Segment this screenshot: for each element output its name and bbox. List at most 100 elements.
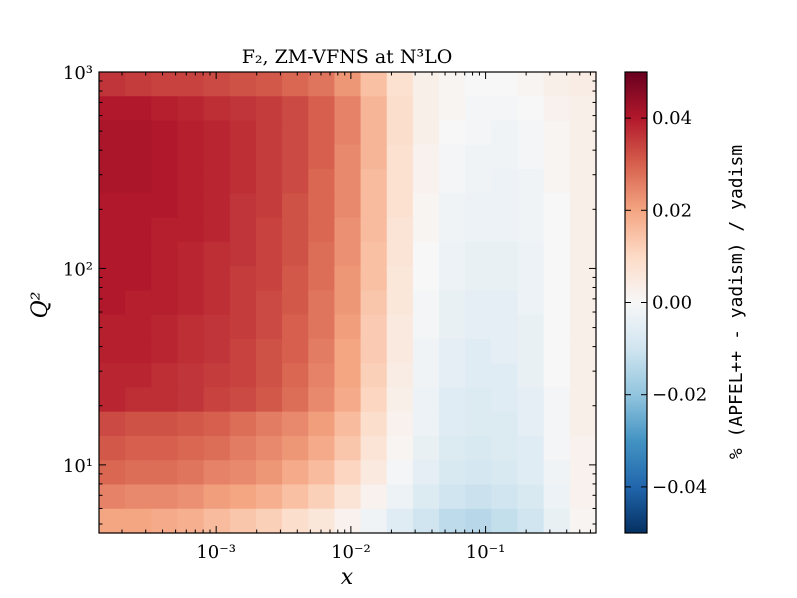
heatmap-cell — [177, 338, 205, 364]
heatmap-cell — [203, 72, 231, 97]
heatmap-cell — [308, 435, 336, 461]
heatmap-cell — [229, 460, 257, 486]
heatmap-cell — [282, 144, 309, 170]
heatmap-cell — [569, 120, 597, 146]
heatmap-cell — [125, 387, 152, 413]
heatmap-cell — [151, 144, 179, 170]
heatmap-cell — [412, 266, 440, 291]
heatmap-cell — [412, 435, 440, 461]
heatmap-cell — [569, 387, 597, 413]
heatmap-cell — [255, 411, 283, 437]
heatmap-cell — [334, 217, 362, 243]
heatmap-cell — [229, 217, 257, 243]
heatmap-cell — [282, 169, 309, 194]
heatmap-cell — [282, 266, 309, 291]
heatmap-cell — [386, 387, 414, 413]
heatmap-cell — [334, 241, 362, 267]
heatmap-cell — [229, 484, 257, 510]
heatmap-cell — [517, 290, 545, 316]
heatmap-cell — [229, 508, 257, 534]
heatmap-cell — [543, 363, 571, 389]
heatmap-cell — [255, 96, 283, 122]
heatmap-cell — [255, 314, 283, 340]
heatmap-cell — [334, 169, 362, 194]
heatmap-cell — [125, 435, 152, 461]
heatmap-cell — [465, 484, 492, 510]
heatmap-cell — [491, 96, 519, 122]
heatmap-cell — [334, 290, 362, 316]
heatmap-cell — [282, 411, 309, 437]
heatmap-cell — [543, 96, 571, 122]
heatmap-cell — [229, 169, 257, 194]
heatmap-cell — [465, 193, 492, 219]
y-tick-label: 10³ — [63, 63, 93, 84]
heatmap-cell — [360, 290, 388, 316]
heatmap-cell — [308, 387, 336, 413]
heatmap-cell — [517, 144, 545, 170]
heatmap-cell — [177, 363, 205, 389]
heatmap-cell — [255, 169, 283, 194]
heatmap-cell — [491, 435, 519, 461]
heatmap-cell — [439, 144, 466, 170]
heatmap-cell — [203, 96, 231, 122]
heatmap-cell — [203, 508, 231, 534]
heatmap-cell — [229, 363, 257, 389]
heatmap-cell — [360, 120, 388, 146]
heatmap-cell — [177, 484, 205, 510]
heatmap-cell — [203, 217, 231, 243]
heatmap-cell — [229, 387, 257, 413]
heatmap-cell — [229, 290, 257, 316]
heatmap-cell — [99, 241, 126, 267]
heatmap-cell — [360, 266, 388, 291]
heatmap-cell — [203, 484, 231, 510]
heatmap-cell — [517, 508, 545, 534]
heatmap-cell — [543, 435, 571, 461]
heatmap-cell — [465, 217, 492, 243]
heatmap-cell — [439, 508, 466, 534]
heatmap-cell — [255, 363, 283, 389]
heatmap-cell — [334, 435, 362, 461]
heatmap-cell — [334, 193, 362, 219]
heatmap-cell — [360, 387, 388, 413]
heatmap-cell — [465, 411, 492, 437]
heatmap-cell — [125, 120, 152, 146]
heatmap-cell — [308, 460, 336, 486]
heatmap-cell — [308, 241, 336, 267]
heatmap-cell — [177, 241, 205, 267]
heatmap-cell — [151, 338, 179, 364]
heatmap-cell — [177, 290, 205, 316]
heatmap-cell — [491, 120, 519, 146]
heatmap-cell — [543, 120, 571, 146]
heatmap-cell — [569, 435, 597, 461]
heatmap-cell — [412, 460, 440, 486]
heatmap-cell — [386, 96, 414, 122]
heatmap-cell — [151, 314, 179, 340]
heatmap-cell — [412, 363, 440, 389]
heatmap-cell — [334, 508, 362, 534]
heatmap-cell — [386, 169, 414, 194]
heatmap-cell — [543, 144, 571, 170]
heatmap-cell — [255, 290, 283, 316]
heatmap-cell — [386, 266, 414, 291]
colorbar-tick-label: −0.02 — [652, 385, 707, 406]
heatmap-cell — [229, 266, 257, 291]
heatmap-cell — [439, 193, 466, 219]
heatmap-cell — [125, 169, 152, 194]
heatmap-cell — [491, 460, 519, 486]
heatmap-cell — [517, 120, 545, 146]
heatmap-cell — [151, 217, 179, 243]
heatmap-cell — [229, 435, 257, 461]
heatmap-cell — [177, 169, 205, 194]
heatmap-cell — [569, 266, 597, 291]
heatmap-cell — [177, 508, 205, 534]
x-axis-ticks: 10⁻³ 10⁻² 10⁻¹ — [121, 72, 591, 563]
heatmap-cell — [99, 484, 126, 510]
heatmap-cell — [360, 411, 388, 437]
heatmap-cell — [177, 387, 205, 413]
heatmap-cell — [177, 266, 205, 291]
heatmap-cell — [543, 411, 571, 437]
heatmap-cell — [412, 484, 440, 510]
heatmap-cell — [229, 96, 257, 122]
heatmap-cell — [517, 387, 545, 413]
heatmap-cell — [465, 387, 492, 413]
